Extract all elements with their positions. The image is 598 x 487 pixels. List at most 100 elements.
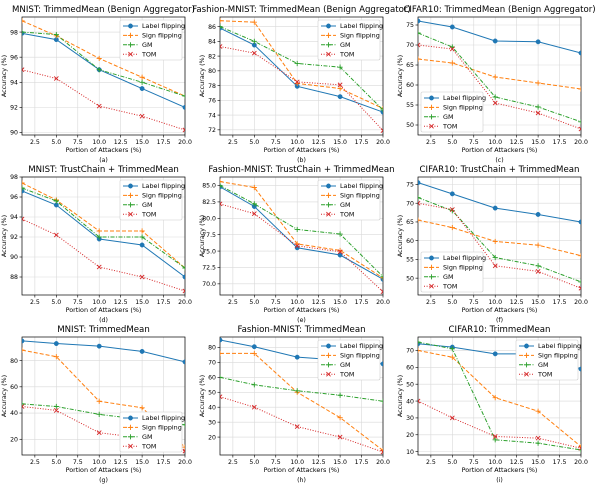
legend-label-1: Sign flipping: [340, 192, 380, 200]
x-tick-label: 5.0: [51, 299, 61, 306]
data-point-1-1: [251, 184, 257, 191]
y-tick-label: 30: [208, 419, 216, 426]
series-line-2: [418, 341, 581, 451]
x-tick-label: 7.5: [73, 139, 83, 146]
chart-title: MNIST: TrimmedMean: [57, 325, 150, 335]
legend-marker-0: [429, 255, 434, 261]
legend-label-0: Label flipping: [340, 22, 383, 30]
data-point-2-0: [418, 339, 421, 345]
data-point-2-2: [492, 437, 498, 443]
x-tick-label: 12.5: [510, 299, 524, 306]
x-tick-label: 20.0: [574, 459, 588, 466]
legend-box: [119, 179, 183, 221]
legend-label-0: Label flipping: [142, 414, 185, 422]
legend-marker-2: [428, 114, 435, 120]
x-tick-label: 7.5: [271, 139, 281, 146]
x-tick-label: 15.0: [135, 459, 149, 466]
y-tick-label: 65: [406, 62, 414, 69]
y-tick-label: 78: [208, 83, 216, 90]
data-point-1-1: [53, 354, 59, 360]
legend-marker-2: [428, 274, 435, 280]
data-point-0-4: [182, 359, 185, 365]
data-point-3-2: [294, 243, 300, 249]
data-point-1-2: [492, 74, 498, 80]
y-tick-label: 75: [406, 22, 414, 29]
y-tick-label: 86: [208, 24, 216, 31]
x-axis-label: Portion of Attackers (%): [462, 466, 538, 474]
y-axis-label: Accuracy (%): [198, 55, 206, 97]
legend-marker-3: [524, 371, 529, 377]
y-tick-label: 10: [406, 449, 414, 456]
data-point-3-2: [96, 430, 102, 436]
legend-label-2: GM: [142, 433, 152, 441]
y-tick-label: 50: [406, 122, 414, 129]
sub-caption: (h): [297, 477, 306, 484]
panel-i: CIFAR10: TrimmedMean 2.5 5.0 7.5 10.0 12.5 15.…: [396, 325, 588, 484]
x-tick-label: 17.5: [157, 139, 171, 146]
series-line-0: [22, 340, 185, 363]
x-tick-label: 12.5: [312, 459, 326, 466]
data-point-0-4: [182, 104, 185, 110]
legend-box: [317, 339, 381, 381]
sub-caption: (b): [297, 157, 306, 164]
data-point-1-0: [22, 18, 25, 24]
legend-marker-3: [128, 51, 133, 57]
data-point-0-1: [449, 24, 455, 30]
data-point-2-2: [492, 254, 498, 261]
x-tick-label: 10.0: [92, 459, 106, 466]
panel-d: MNIST: TrustChain + TrimmedMean 2.5 5.0 7.5…: [0, 165, 192, 324]
y-tick-label: 60: [406, 365, 414, 372]
y-axis-label: Accuracy (%): [0, 375, 8, 417]
x-tick-label: 5.0: [447, 299, 457, 306]
y-tick-label: 65: [406, 219, 414, 226]
x-tick-label: 17.5: [355, 139, 369, 146]
data-point-0-4: [182, 274, 185, 280]
legend-label-0: Label flipping: [538, 342, 581, 350]
data-point-1-4: [578, 253, 581, 259]
x-tick-label: 2.5: [426, 459, 436, 466]
legend-label-0: Label flipping: [443, 254, 486, 262]
y-tick-label: 96: [10, 194, 18, 201]
x-tick-label: 17.5: [553, 299, 567, 306]
y-tick-label: 20: [208, 434, 216, 441]
legend-box: [119, 19, 183, 61]
plot-frame: [417, 176, 582, 296]
y-tick-label: 50: [208, 389, 216, 396]
plot-frame: [417, 16, 582, 136]
y-tick-label: 82: [208, 53, 216, 60]
data-point-1-1: [251, 350, 257, 357]
data-point-3-1: [449, 46, 455, 52]
legend-label-3: TOM: [141, 442, 156, 450]
sub-caption: (e): [297, 317, 306, 324]
data-point-2-3: [535, 440, 541, 446]
data-point-3-2: [294, 424, 300, 430]
data-point-2-3: [337, 231, 343, 237]
x-tick-label: 7.5: [271, 459, 281, 466]
data-point-3-1: [53, 408, 59, 413]
data-point-0-2: [492, 351, 498, 357]
data-point-0-3: [535, 39, 541, 45]
x-tick-label: 15.0: [333, 459, 347, 466]
series-line-3: [418, 202, 581, 289]
data-point-2-1: [251, 382, 257, 388]
plot-frame: [219, 16, 384, 136]
series-layer: [418, 18, 581, 132]
plot-frame: [219, 336, 384, 456]
series-line-2: [22, 187, 185, 269]
legend-marker-0: [326, 183, 331, 189]
x-tick-label: 5.0: [447, 139, 457, 146]
y-tick-label: 84: [208, 39, 216, 46]
chart-title: Fashion-MNIST: TrustChain + TrimmedMean: [208, 165, 394, 175]
data-point-2-3: [535, 263, 541, 269]
data-point-1-2: [96, 228, 102, 234]
data-point-1-3: [139, 74, 145, 80]
x-tick-label: 10.0: [290, 459, 304, 466]
data-point-3-4: [380, 289, 383, 295]
data-point-2-2: [294, 226, 300, 233]
chart-title: MNIST: TrustChain + TrimmedMean: [28, 165, 179, 175]
data-point-2-2: [294, 60, 300, 67]
data-point-2-1: [53, 198, 59, 204]
y-tick-label: 92: [10, 234, 18, 241]
data-point-0-2: [492, 205, 498, 211]
x-tick-label: 2.5: [426, 299, 436, 306]
